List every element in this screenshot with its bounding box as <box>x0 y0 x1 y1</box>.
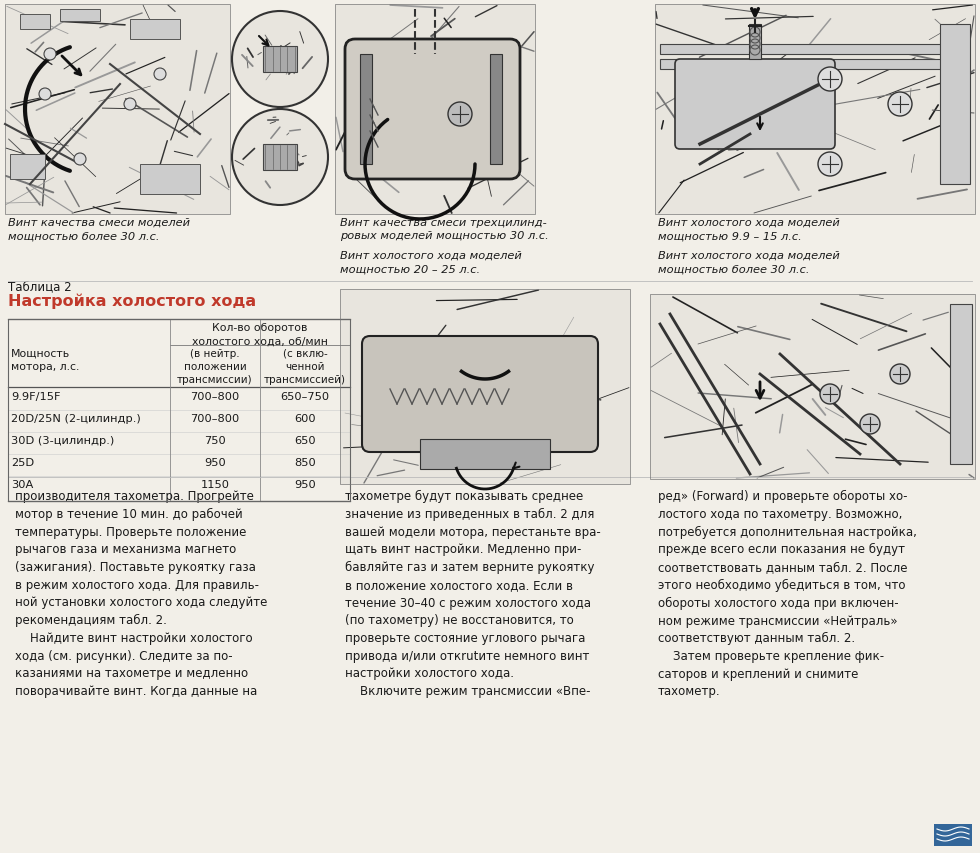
Text: Кол-во оборотов
холостого хода, об/мин: Кол-во оборотов холостого хода, об/мин <box>192 322 328 345</box>
Text: 950: 950 <box>204 457 225 467</box>
Circle shape <box>818 153 842 177</box>
Text: Винт холостого хода моделей
мощностью более 30 л.с.: Винт холостого хода моделей мощностью бо… <box>658 251 840 274</box>
Circle shape <box>74 154 86 165</box>
Bar <box>335 5 535 215</box>
Text: 650–750: 650–750 <box>280 392 329 402</box>
Circle shape <box>888 93 912 117</box>
Circle shape <box>860 415 880 434</box>
Text: тахометре будут показывать среднее
значение из приведенных в табл. 2 для
вашей м: тахометре будут показывать среднее значе… <box>345 490 601 697</box>
Text: 750: 750 <box>204 436 225 445</box>
Text: 1150: 1150 <box>201 479 229 490</box>
Bar <box>335 5 535 215</box>
Bar <box>420 439 550 469</box>
Text: (в нейтр.
положении
трансмиссии): (в нейтр. положении трансмиссии) <box>177 349 253 385</box>
Text: 30A: 30A <box>11 479 33 490</box>
Bar <box>20 15 50 30</box>
Circle shape <box>232 110 328 206</box>
Bar <box>5 5 230 215</box>
Text: 20D/25N (2-цилиндр.): 20D/25N (2-цилиндр.) <box>11 414 141 423</box>
Text: Винт качества смеси трехцилинд-
ровых моделей мощностью 30 л.с.: Винт качества смеси трехцилинд- ровых мо… <box>340 218 549 241</box>
Text: Таблица 2: Таблица 2 <box>8 280 72 293</box>
Circle shape <box>820 385 840 404</box>
Bar <box>130 20 180 40</box>
Text: 600: 600 <box>294 414 316 423</box>
Bar <box>264 145 297 171</box>
FancyBboxPatch shape <box>345 40 520 180</box>
Text: Мощность
мотора, л.с.: Мощность мотора, л.с. <box>11 349 79 372</box>
Text: ред» (Forward) и проверьте обороты хо-
лостого хода по тахометру. Возможно,
потр: ред» (Forward) и проверьте обороты хо- л… <box>658 490 917 698</box>
Text: 650: 650 <box>294 436 316 445</box>
Bar <box>360 55 372 165</box>
Text: Винт качества смеси моделей
мощностью более 30 л.с.: Винт качества смеси моделей мощностью бо… <box>8 218 190 241</box>
Text: 30D (3-цилиндр.): 30D (3-цилиндр.) <box>11 436 115 445</box>
Bar <box>60 10 100 22</box>
FancyBboxPatch shape <box>675 60 835 150</box>
FancyBboxPatch shape <box>362 337 598 452</box>
Text: 700–800: 700–800 <box>190 392 240 402</box>
Bar <box>340 290 630 485</box>
Bar <box>660 60 955 70</box>
Text: Винт холостого хода моделей
мощностью 20 – 25 л.с.: Винт холостого хода моделей мощностью 20… <box>340 251 521 274</box>
Bar <box>940 25 970 185</box>
Bar <box>950 305 972 464</box>
Bar <box>749 25 761 60</box>
Circle shape <box>448 103 472 127</box>
Text: 850: 850 <box>294 457 316 467</box>
Bar <box>655 5 975 215</box>
Bar <box>10 154 45 180</box>
Circle shape <box>890 364 910 385</box>
Circle shape <box>818 68 842 92</box>
Circle shape <box>232 12 328 107</box>
Bar <box>660 45 955 55</box>
Bar <box>934 824 972 846</box>
Bar <box>650 294 975 479</box>
Text: Настройка холостого хода: Настройка холостого хода <box>8 293 256 309</box>
Text: 700–800: 700–800 <box>190 414 240 423</box>
Text: 950: 950 <box>294 479 316 490</box>
Text: (с вклю-
ченной
трансмиссией): (с вклю- ченной трансмиссией) <box>264 349 346 385</box>
Text: производителя тахометра. Прогрейте
мотор в течение 10 мин. до рабочей
температур: производителя тахометра. Прогрейте мотор… <box>15 490 268 697</box>
Bar <box>8 320 350 502</box>
Bar <box>650 294 975 479</box>
Circle shape <box>39 89 51 101</box>
Bar <box>264 47 297 73</box>
Circle shape <box>154 69 166 81</box>
Text: 25D: 25D <box>11 457 34 467</box>
Bar <box>140 165 200 194</box>
Bar <box>490 55 502 165</box>
Text: 9.9F/15F: 9.9F/15F <box>11 392 61 402</box>
Bar <box>5 5 230 215</box>
Circle shape <box>44 49 56 61</box>
Circle shape <box>124 99 136 111</box>
Bar <box>340 290 630 485</box>
Bar <box>655 5 975 215</box>
Text: Винт холостого хода моделей
мощностью 9.9 – 15 л.с.: Винт холостого хода моделей мощностью 9.… <box>658 218 840 241</box>
